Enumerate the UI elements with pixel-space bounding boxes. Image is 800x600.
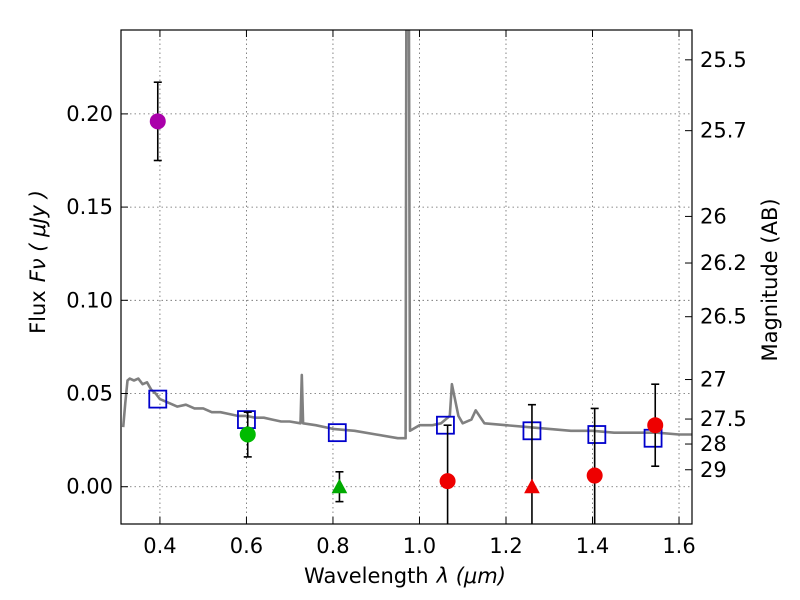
y2-tick-label: 28	[700, 432, 727, 456]
x-tick-label: 0.4	[143, 534, 176, 558]
y2-axis-label: Magnitude (AB)	[758, 198, 782, 361]
x-tick-label: 0.8	[316, 534, 349, 558]
y2-tick-label: 26.2	[700, 251, 747, 275]
y2-tick-label: 29	[700, 458, 727, 482]
observed-upper-limit-marker	[524, 478, 540, 494]
model-point	[587, 425, 607, 444]
x-tick-label: 1.4	[576, 534, 609, 558]
model-point	[436, 415, 455, 435]
y2-tick-label: 25.7	[700, 119, 747, 143]
model-point	[148, 389, 168, 409]
model-sed-layer	[121, 30, 692, 440]
y2-tick-label: 26.5	[700, 305, 747, 329]
y-axis-label: FluxFν ( μJy )	[26, 190, 50, 334]
y-tick-label: 0.20	[66, 102, 113, 126]
y2-tick-label: 25.5	[700, 48, 747, 72]
observed-point	[647, 417, 664, 434]
observed-point	[239, 426, 256, 443]
model-point	[327, 423, 347, 443]
model-sed-line	[121, 30, 692, 440]
y-tick-label: 0.15	[66, 195, 113, 219]
x-tick-label: 1.2	[489, 534, 522, 558]
x-tick-label: 1.0	[403, 534, 436, 558]
y2-tick-label: 27.5	[700, 407, 747, 431]
observed-point	[149, 113, 166, 130]
observed-point	[439, 473, 456, 490]
observed-points-layer	[149, 81, 664, 524]
y-tick-label: 0.00	[66, 475, 113, 499]
x-tick-label: 1.6	[662, 534, 695, 558]
observed-point	[586, 467, 603, 484]
x-tick-label: 0.6	[230, 534, 263, 558]
y2-tick-label: 27	[700, 368, 727, 392]
x-axis-label: Wavelength λ (μm)	[304, 564, 506, 588]
y2-tick-label: 26	[700, 204, 727, 228]
plot-frame	[120, 29, 693, 525]
y-tick-label: 0.05	[66, 382, 113, 406]
y-tick-label: 0.10	[66, 288, 113, 312]
tick-layer: 0.4 0.6 0.8 1.0 1.2 1.4 1.6 0.00 0.05 0.10 0.15 0.2…	[66, 30, 747, 558]
observed-upper-limit-marker	[331, 478, 348, 494]
grid-layer	[121, 30, 692, 524]
